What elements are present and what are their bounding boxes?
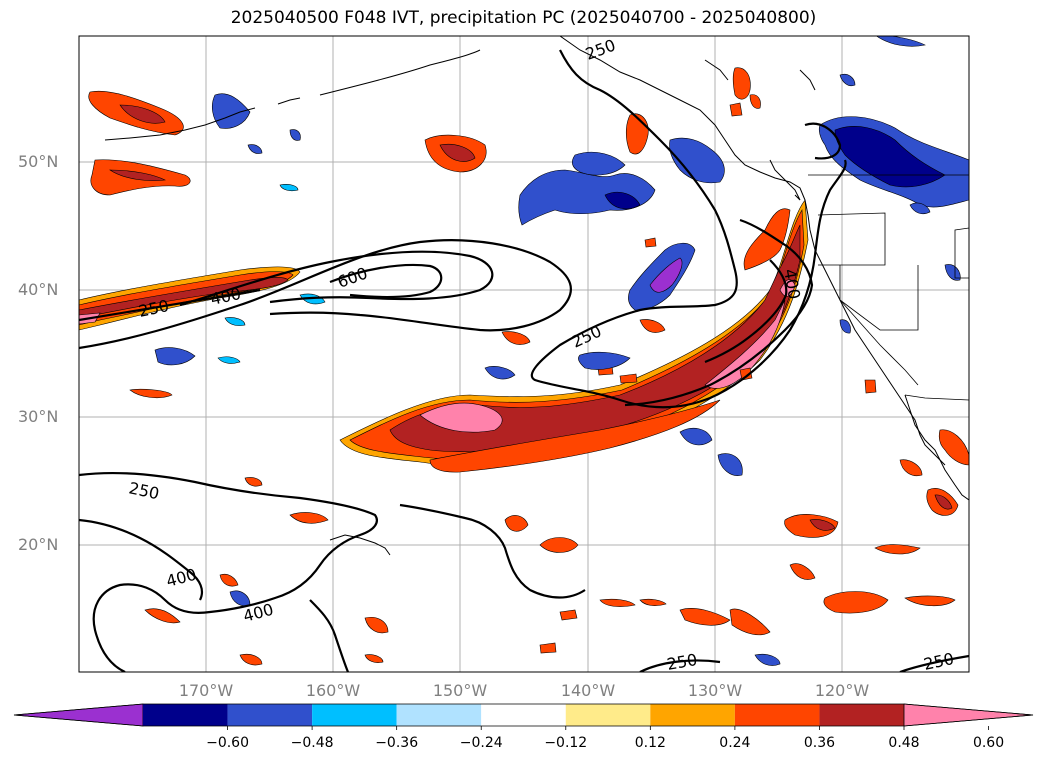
map-plot-area xyxy=(79,36,969,672)
lat-label-30n: 30°N xyxy=(18,407,59,426)
colorbar-extend-max xyxy=(903,703,1034,727)
lon-label-130w: 130°W xyxy=(687,681,743,700)
colorbar-swatch xyxy=(143,704,228,726)
colorbar-swatch xyxy=(819,704,904,726)
lat-label-20n: 20°N xyxy=(18,535,59,554)
colorbar-outline xyxy=(13,703,1034,727)
colorbar-swatch xyxy=(227,704,313,726)
colorbar-tick-label: −0.60 xyxy=(206,735,249,751)
colorbar-swatch xyxy=(481,704,566,726)
map-title: 2025040500 F048 IVT, precipitation PC (2… xyxy=(230,8,817,28)
colorbar-extend-min xyxy=(13,703,144,727)
colorbar-swatch xyxy=(565,704,651,726)
lon-label-160w: 160°W xyxy=(305,681,361,700)
ivt-contours xyxy=(79,49,969,672)
lon-label-120w: 120°W xyxy=(814,681,870,700)
colorbar-swatch xyxy=(734,704,820,726)
colorbar-tick-label: 0.60 xyxy=(972,735,1005,751)
lat-label-40n: 40°N xyxy=(18,280,59,299)
colorbar-tick-label: −0.48 xyxy=(290,735,334,751)
lon-label-150w: 150°W xyxy=(432,681,488,700)
colorbar-tick-label: −0.24 xyxy=(459,735,503,751)
colorbar-tick-label: 0.24 xyxy=(719,735,751,751)
coastlines xyxy=(104,36,969,556)
colorbar-tick-label: −0.36 xyxy=(375,735,419,751)
lat-label-50n: 50°N xyxy=(18,152,59,171)
lon-label-170w: 170°W xyxy=(178,681,234,700)
map-frame xyxy=(78,35,970,673)
colorbar-tick-label: 0.12 xyxy=(634,735,666,751)
colorbar-swatch xyxy=(312,704,397,726)
lon-label-140w: 140°W xyxy=(560,681,616,700)
precip-negative-anomaly xyxy=(154,36,969,666)
precip-positive-anomaly xyxy=(79,67,969,666)
political-borders xyxy=(808,174,969,401)
colorbar-tick-label: 0.36 xyxy=(803,735,836,751)
colorbar-swatch xyxy=(650,704,735,726)
colorbar-swatch xyxy=(396,704,482,726)
colorbar-tick-label: 0.48 xyxy=(888,735,920,751)
colorbar xyxy=(13,703,1034,730)
colorbar-tick-label: −0.12 xyxy=(544,735,588,751)
